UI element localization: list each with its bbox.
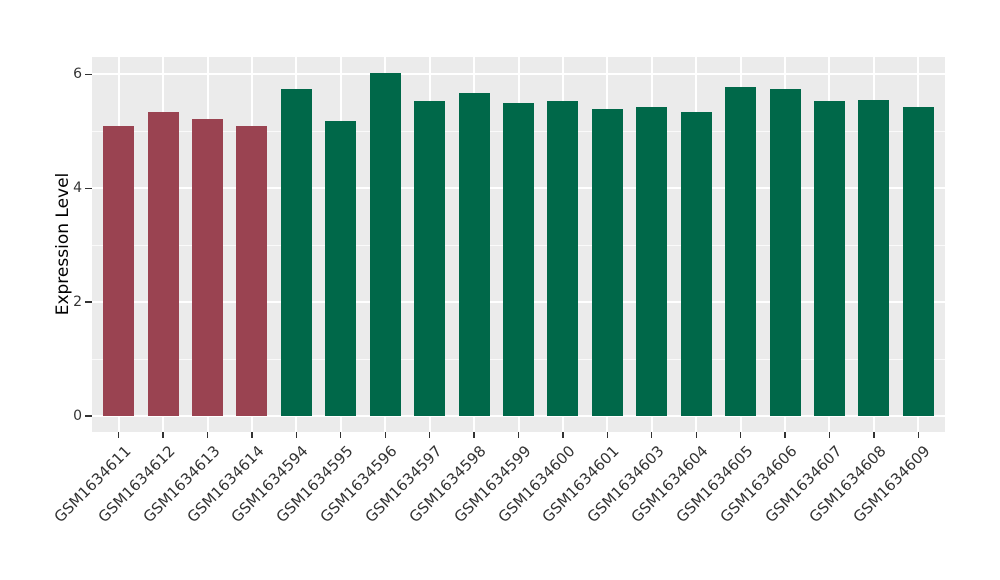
y-gridline-major	[92, 73, 945, 76]
bar	[769, 89, 801, 416]
x-tick-mark	[651, 432, 653, 438]
y-tick-mark	[85, 415, 92, 417]
x-tick-mark	[251, 432, 253, 438]
x-tick-label: GSM1634611	[50, 442, 135, 527]
bar	[147, 111, 179, 416]
x-tick-mark	[162, 432, 164, 438]
x-tick-mark	[739, 432, 742, 438]
bar	[636, 106, 668, 416]
bar	[103, 126, 135, 416]
bar	[280, 89, 312, 416]
x-tick-mark	[340, 432, 342, 438]
y-tick-mark	[85, 73, 92, 75]
bar	[192, 118, 223, 416]
bar	[414, 100, 446, 416]
x-tick-mark	[428, 432, 431, 438]
bar	[725, 87, 757, 416]
y-tick-label: 0	[73, 408, 82, 424]
bar	[813, 100, 845, 416]
plot-panel	[92, 57, 945, 432]
x-tick-mark	[784, 432, 786, 438]
x-tick-mark	[206, 432, 209, 438]
y-tick-label: 4	[73, 180, 82, 197]
bar	[369, 73, 401, 416]
x-tick-mark	[562, 432, 564, 438]
bar	[458, 92, 490, 416]
bar	[236, 126, 268, 416]
bar	[503, 102, 534, 416]
x-tick-mark	[384, 432, 386, 438]
bar	[547, 100, 579, 416]
x-tick-mark	[117, 432, 120, 438]
x-tick-mark	[873, 432, 875, 438]
bar	[680, 111, 712, 416]
y-tick-label: 6	[73, 66, 82, 83]
x-tick-mark	[917, 432, 920, 438]
y-tick-mark	[85, 301, 92, 303]
x-tick-mark	[517, 432, 520, 438]
x-tick-mark	[295, 432, 298, 438]
x-tick-mark	[473, 432, 475, 438]
y-tick-label: 2	[73, 294, 82, 311]
x-tick-mark	[828, 432, 831, 438]
y-gridline-major	[92, 415, 945, 417]
bar	[902, 106, 934, 416]
bar	[591, 109, 623, 416]
bar	[325, 121, 357, 416]
x-tick-mark	[695, 432, 697, 438]
bar	[858, 99, 890, 416]
y-tick-mark	[85, 187, 92, 189]
x-tick-mark	[606, 432, 609, 438]
